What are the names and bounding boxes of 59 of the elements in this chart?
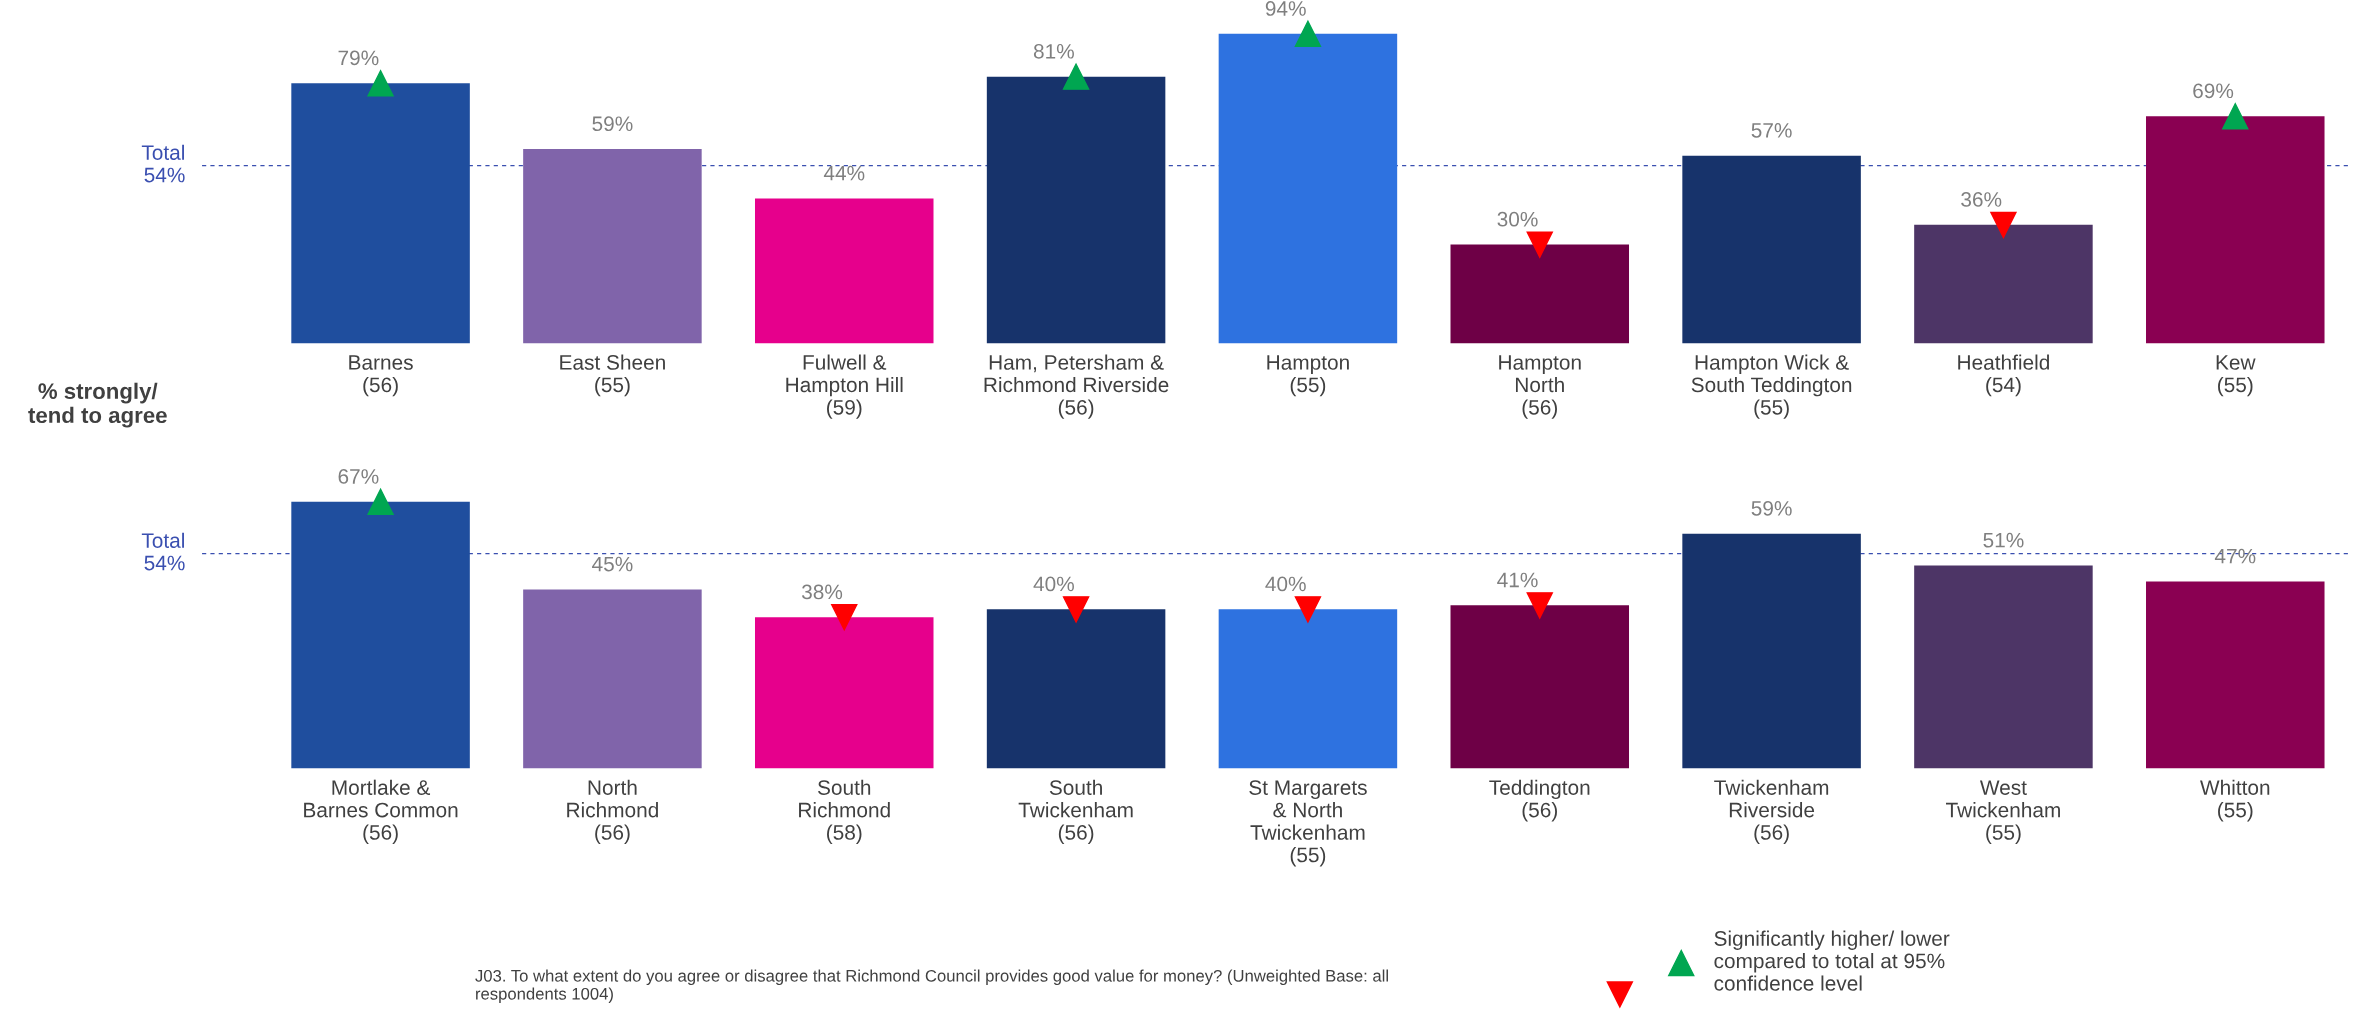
- x-tick-label: South Twickenham (56): [1018, 779, 1133, 844]
- bar: [523, 589, 702, 769]
- data-label: 79%: [338, 50, 379, 66]
- bar: [1682, 155, 1861, 344]
- data-label: 41%: [1497, 572, 1538, 588]
- bar: [1914, 565, 2093, 769]
- legend-label: Significantly higher/ lower compared to total at 95% confidence level: [1714, 930, 1950, 991]
- x-tick-label: Twickenham Riverside (56): [1714, 779, 1829, 844]
- x-tick-label: Kew (55): [2216, 355, 2256, 397]
- data-label: 57%: [1751, 123, 1792, 138]
- bar: [1914, 224, 2093, 344]
- x-tick-label: Ham, Petersham & Richmond Riverside (56): [984, 354, 1169, 419]
- bar: [1218, 33, 1398, 344]
- x-tick-label: St Margarets & North Twickenham (55): [1249, 780, 1367, 867]
- bar: [1450, 605, 1630, 769]
- text: J03. To what extent do you agree or disagree that Richmond Council provides good value for money? (Unweighted Base: all respondents 1004): [475, 969, 1388, 1003]
- x-tick-label: Mortlake & Barnes Common (56): [304, 779, 458, 844]
- x-tick-label: Whitton (55): [2200, 779, 2270, 822]
- data-label: 69%: [2193, 83, 2234, 99]
- bar: [986, 76, 1166, 344]
- data-label: 59%: [592, 116, 633, 132]
- data-label: 47%: [2214, 548, 2256, 564]
- bar: [523, 149, 702, 344]
- bar: [291, 83, 470, 344]
- data-label: 45%: [592, 556, 633, 572]
- y-axis-title: % strongly/ tend to agree: [28, 382, 167, 428]
- bar: [2146, 581, 2325, 769]
- ref-line-label: Total 54%: [141, 532, 185, 571]
- data-label: 40%: [1265, 576, 1306, 592]
- bar: [1682, 533, 1861, 769]
- bar: [1218, 609, 1398, 769]
- data-label: 67%: [338, 469, 379, 484]
- x-tick-label: Barnes (56): [349, 355, 413, 397]
- data-label: 38%: [801, 584, 843, 600]
- bar: [754, 198, 934, 344]
- x-tick-label: Fulwell & Hampton Hill (59): [786, 354, 903, 419]
- data-label: 40%: [1033, 576, 1074, 592]
- data-label: 36%: [1961, 192, 2002, 207]
- bar: [2146, 116, 2325, 344]
- x-tick-label: West Twickenham (55): [1946, 780, 2060, 844]
- x-tick-label: East Sheen (55): [560, 354, 665, 397]
- x-tick-label: Hampton North (56): [1499, 355, 1581, 419]
- data-label: 81%: [1033, 43, 1074, 59]
- x-tick-label: North Richmond (56): [567, 779, 658, 844]
- x-tick-label: Hampton (55): [1267, 355, 1349, 397]
- data-label: 59%: [1751, 500, 1792, 516]
- x-tick-label: Heathfield (54): [1958, 354, 2049, 397]
- bar: [291, 501, 470, 769]
- ref-line-label: Total 54%: [141, 144, 185, 183]
- data-label: 94%: [1265, 1, 1306, 16]
- x-tick-label: Teddington (56): [1489, 779, 1590, 822]
- x-tick-label: Hampton Wick & South Teddington (55): [1691, 354, 1852, 419]
- data-label: 51%: [1983, 532, 2024, 548]
- data-label: 44%: [823, 165, 865, 181]
- x-tick-label: South Richmond (58): [799, 779, 890, 844]
- bar: [754, 617, 934, 769]
- data-label: 30%: [1497, 211, 1538, 227]
- bar: [1450, 244, 1630, 344]
- bar: [986, 609, 1166, 769]
